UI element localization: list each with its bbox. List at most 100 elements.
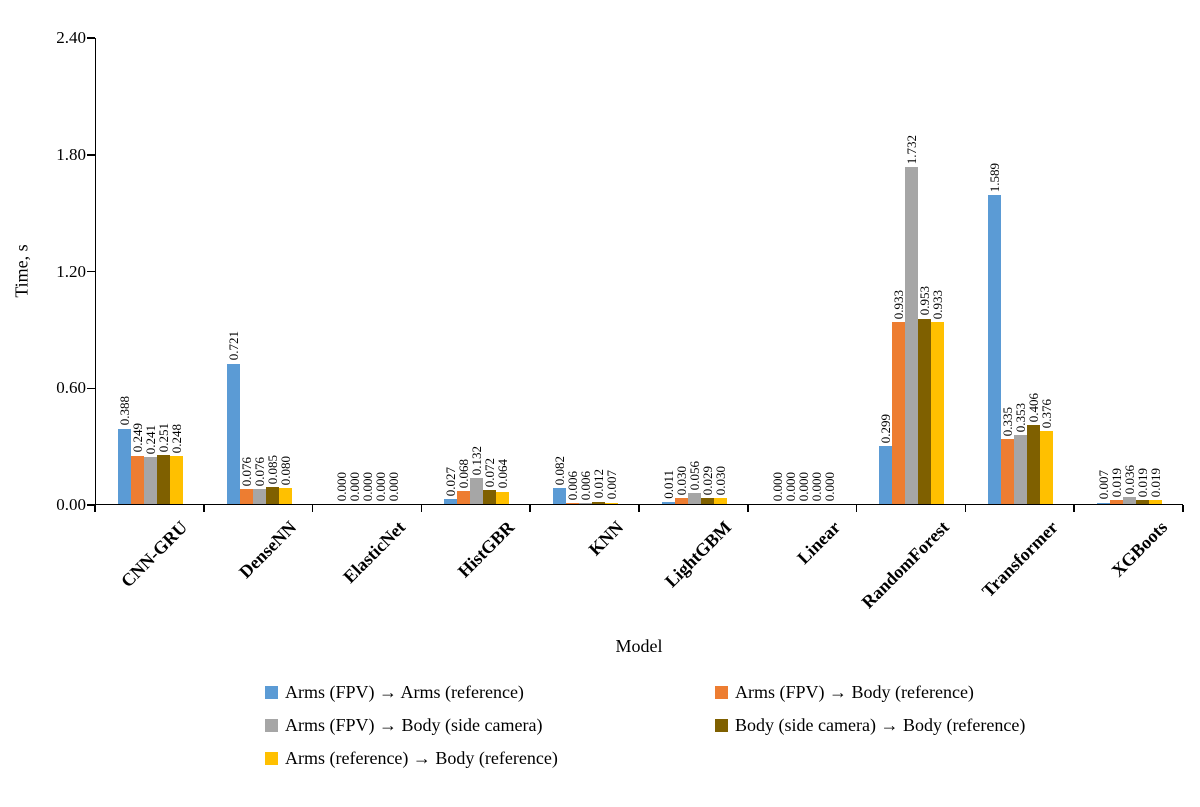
bar-value-label: 0.000 <box>782 471 798 501</box>
bar <box>687 493 701 504</box>
x-axis-tick-mark <box>1073 505 1075 512</box>
x-axis-tick-mark <box>203 505 205 512</box>
bar-cell: 0.249 <box>129 38 145 504</box>
bar <box>1001 438 1015 504</box>
bar <box>1014 435 1028 504</box>
bar-cell: 0.000 <box>360 38 375 504</box>
bar-group: 0.299 0.933 1.732 0.953 0.933 <box>858 38 967 504</box>
bar-value-label: 0.064 <box>495 459 511 489</box>
legend-label: Arms (FPV) → Arms (reference) <box>285 682 524 702</box>
bar-cell: 0.019 <box>1135 38 1150 504</box>
bar <box>931 322 945 504</box>
bar-group: 0.007 0.019 0.036 0.019 0.019 <box>1075 38 1184 504</box>
bar-cell: 0.000 <box>770 38 785 504</box>
bar-cell: 0.036 <box>1122 38 1137 504</box>
bar-value-label: 0.000 <box>386 471 402 501</box>
bar-group: 0.000 0.000 0.000 0.000 0.000 <box>314 38 423 504</box>
bar-cell: 0.012 <box>591 38 606 504</box>
y-axis-tick-label: 1.80 <box>56 144 86 164</box>
bar-cell: 0.241 <box>142 38 158 504</box>
bar-value-label: 0.248 <box>168 423 184 453</box>
bar-group: 1.589 0.335 0.353 0.406 0.376 <box>966 38 1075 504</box>
bar <box>674 498 688 504</box>
bar <box>592 501 606 504</box>
bar-cell: 0.080 <box>277 38 293 504</box>
bar-value-label: 0.376 <box>1039 398 1055 428</box>
bar <box>661 501 675 504</box>
legend: Arms (FPV) → Arms (reference) Arms (FPV) … <box>265 681 1025 769</box>
x-axis-category-label: Transformer <box>978 517 1062 601</box>
bar-cell: 0.064 <box>495 38 511 504</box>
bar-cell: 0.335 <box>1000 38 1015 504</box>
bar-cell: 1.589 <box>987 38 1002 504</box>
bar <box>239 489 253 504</box>
y-axis-tick-mark <box>87 154 95 156</box>
x-axis-category-label: ElasticNet <box>339 517 410 587</box>
bar-value-label: 0.000 <box>821 471 837 501</box>
bar <box>605 502 619 504</box>
bar-value-label: 0.299 <box>878 413 894 443</box>
y-axis-tick-label: 0.00 <box>56 495 86 514</box>
bar-cell: 0.299 <box>878 38 894 504</box>
legend-item: Arms (FPV) → Arms (reference) <box>265 681 715 703</box>
bar-cell: 0.353 <box>1013 38 1028 504</box>
bar-group: 0.082 0.006 0.006 0.012 0.007 <box>531 38 640 504</box>
bar-cell: 0.248 <box>168 38 184 504</box>
bar-cell: 0.019 <box>1109 38 1124 504</box>
legend-marker-icon <box>265 751 278 765</box>
legend-item: Arms (FPV) → Body (side camera) <box>265 714 715 736</box>
y-axis-tick-mark <box>87 270 95 273</box>
bar-value-label: 0.076 <box>238 456 254 487</box>
bar-value-label: 0.080 <box>277 456 293 486</box>
bar <box>1149 500 1163 504</box>
x-axis-tick-mark <box>529 505 531 512</box>
x-axis-title: Model <box>615 636 663 656</box>
bar-cell: 0.007 <box>604 38 619 504</box>
legend-marker-icon <box>715 685 728 699</box>
bar-value-label: 0.241 <box>142 424 158 455</box>
bar-cell: 0.251 <box>156 38 171 504</box>
bar-value-label: 0.000 <box>795 471 811 501</box>
bar <box>278 488 292 504</box>
bar-cell: 0.007 <box>1096 38 1111 504</box>
bar-value-label: 0.249 <box>129 423 145 453</box>
x-axis-category-label: XGBoots <box>1107 517 1171 581</box>
y-axis-tick-mark <box>87 504 95 506</box>
legend-label: Body (side camera) → Body (reference) <box>735 715 1026 735</box>
bar-cell: 0.068 <box>456 38 471 504</box>
bar-cell: 0.000 <box>795 38 811 504</box>
y-axis-tick-label: 2.40 <box>56 28 86 47</box>
bar-value-label: 0.019 <box>1148 468 1164 498</box>
bar-cell: 0.376 <box>1039 38 1055 504</box>
bar <box>1110 500 1124 504</box>
bar-cell: 0.030 <box>713 38 728 504</box>
bar-cell: 0.030 <box>674 38 689 504</box>
legend-label: Arms (FPV) → Body (side camera) <box>285 715 543 735</box>
bar <box>1097 502 1111 504</box>
y-axis-tick-label: 0.60 <box>56 378 86 398</box>
x-axis-category-label: HistGBR <box>453 517 518 582</box>
y-axis-tick-mark <box>87 387 95 389</box>
bar <box>553 488 567 504</box>
bar-cell: 0.406 <box>1026 38 1041 504</box>
bar <box>130 455 144 504</box>
bar <box>117 428 131 504</box>
bar <box>226 363 240 504</box>
x-axis-category-label: LightGBM <box>661 517 736 592</box>
bar <box>918 318 932 504</box>
bar <box>169 455 183 504</box>
bar-cell: 1.732 <box>904 38 919 504</box>
legend-item: Arms (FPV) → Body (reference) <box>715 681 1025 703</box>
bar <box>444 498 458 504</box>
bar-cell: 0.011 <box>660 38 676 504</box>
legend-label: Arms (reference) → Body (reference) <box>285 748 558 768</box>
x-axis-category-labels: CNN-GRU DenseNN ElasticNet HistGBR KNN LightG… <box>95 505 1183 635</box>
x-axis-tick-mark <box>638 505 640 512</box>
bar <box>156 455 170 504</box>
bar-cell: 0.132 <box>469 38 484 504</box>
bar-value-label: 0.933 <box>930 290 946 320</box>
bar-value-label: 0.011 <box>660 470 676 499</box>
legend-item: Body (side camera) → Body (reference) <box>715 714 1025 736</box>
x-axis-category-label: KNN <box>584 517 627 560</box>
bar-value-label: 0.076 <box>251 456 267 487</box>
